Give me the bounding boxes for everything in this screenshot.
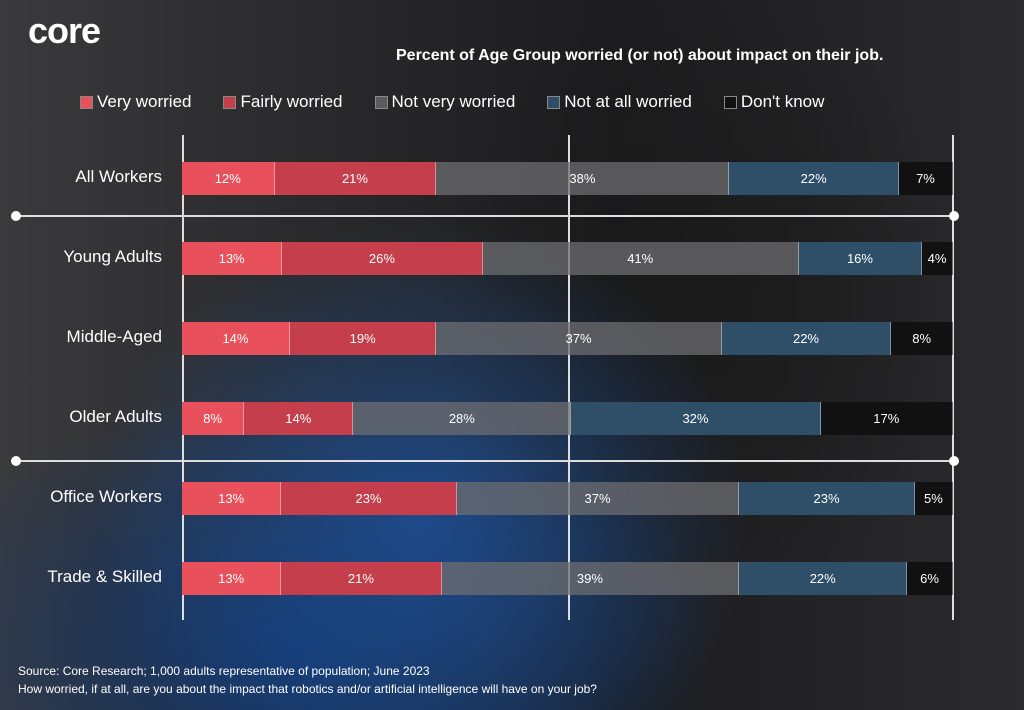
bar-segment: 6% xyxy=(907,562,953,595)
bar-segment: 21% xyxy=(281,562,442,595)
legend-swatch xyxy=(223,95,237,109)
bar-segment: 4% xyxy=(922,242,953,275)
legend-label: Not very worried xyxy=(391,92,516,111)
legend-label: Don't know xyxy=(740,92,825,111)
category-label: Young Adults xyxy=(63,247,162,266)
bar-segment: 17% xyxy=(820,402,953,435)
legend-swatch xyxy=(723,95,737,109)
divider-dot xyxy=(11,456,21,466)
legend-label: Fairly worried xyxy=(240,92,343,111)
legend-swatch xyxy=(80,95,93,109)
bar-segment: 28% xyxy=(353,402,572,435)
category-label: All Workers xyxy=(75,167,162,186)
bar-segment: 37% xyxy=(436,322,722,355)
chart-title: Percent of Age Group worried (or not) ab… xyxy=(396,47,884,64)
legend-swatch xyxy=(547,95,561,109)
bar-segment: 39% xyxy=(441,562,740,595)
divider-dot xyxy=(11,211,21,221)
legend-swatch xyxy=(374,95,388,109)
gridline-vertical xyxy=(952,135,954,620)
legend-item: Very worried xyxy=(80,92,191,112)
bar-segment: 13% xyxy=(182,482,282,515)
stacked-bar: 12% 21% 38% 22% 7% xyxy=(182,162,953,195)
gridline-vertical xyxy=(568,135,570,620)
bar-segment: 22% xyxy=(729,162,899,195)
bar-segment: 5% xyxy=(914,482,953,515)
stacked-bar: 8% 14% 28% 32% 17% xyxy=(182,402,953,435)
category-label: Older Adults xyxy=(69,407,162,426)
bar-segment: 21% xyxy=(274,162,437,195)
bar-segment: 13% xyxy=(182,242,283,275)
survey-question: How worried, if at all, are you about th… xyxy=(18,682,597,696)
bar-segment: 22% xyxy=(739,562,908,595)
stacked-bar: 13% 23% 37% 23% 5% xyxy=(182,482,953,515)
divider-dot xyxy=(949,456,959,466)
bar-segment: 37% xyxy=(456,482,740,515)
gridline-vertical xyxy=(182,135,184,620)
bar-segment: 22% xyxy=(721,322,892,355)
legend-item: Not very worried xyxy=(374,92,516,112)
bar-segment: 8% xyxy=(891,322,953,355)
category-label: Middle-Aged xyxy=(66,327,162,346)
bar-segment: 8% xyxy=(182,402,245,435)
legend: Very worried Fairly worried Not very worri… xyxy=(80,92,856,112)
stacked-bar: 13% 26% 41% 16% 4% xyxy=(182,242,953,275)
bar-segment: 14% xyxy=(182,322,290,355)
bar-segment: 38% xyxy=(436,162,730,195)
bar-segment: 16% xyxy=(798,242,923,275)
bar-segment: 13% xyxy=(182,562,282,595)
divider-dot xyxy=(949,211,959,221)
bar-segment: 23% xyxy=(281,482,457,515)
legend-item: Don't know xyxy=(723,92,825,112)
bar-segment: 23% xyxy=(739,482,915,515)
bar-segment: 32% xyxy=(571,402,821,435)
stacked-bar: 13% 21% 39% 22% 6% xyxy=(182,562,953,595)
legend-label: Very worried xyxy=(97,92,192,111)
core-logo: core xyxy=(28,10,101,51)
group-divider xyxy=(15,460,953,462)
group-divider xyxy=(15,215,953,217)
source-note: Source: Core Research; 1,000 adults repr… xyxy=(18,664,430,678)
legend-item: Fairly worried xyxy=(223,92,343,112)
footer: Source: Core Research; 1,000 adults repr… xyxy=(18,662,597,698)
bar-segment: 12% xyxy=(182,162,275,195)
legend-item: Not at all worried xyxy=(547,92,692,112)
bar-segment: 7% xyxy=(899,162,953,195)
legend-label: Not at all worried xyxy=(564,92,692,111)
category-label: Office Workers xyxy=(50,487,162,506)
bar-segment: 19% xyxy=(289,322,437,355)
category-label: Trade & Skilled xyxy=(47,567,162,586)
bar-segment: 14% xyxy=(244,402,354,435)
stacked-bar: 14% 19% 37% 22% 8% xyxy=(182,322,953,355)
bar-segment: 41% xyxy=(482,242,799,275)
bar-segment: 26% xyxy=(282,242,483,275)
